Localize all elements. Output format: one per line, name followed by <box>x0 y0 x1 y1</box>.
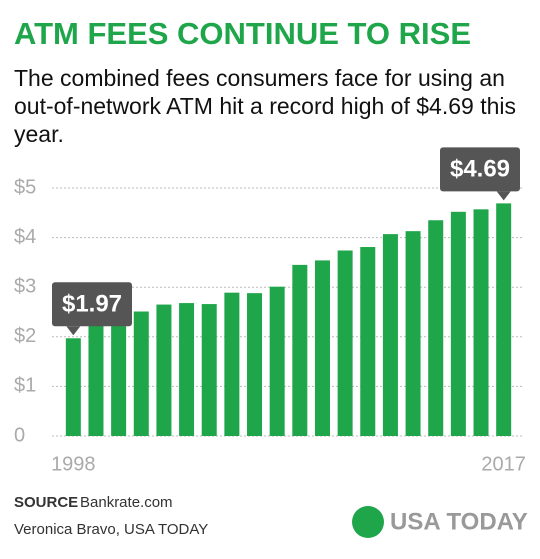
x-tick-label: 2017 <box>481 453 526 475</box>
bar <box>496 203 512 436</box>
bar <box>179 303 195 436</box>
bar <box>292 264 308 436</box>
source-label: SOURCE <box>14 494 78 511</box>
y-tick-label: $4 <box>14 226 36 248</box>
bar <box>65 338 81 436</box>
bar <box>247 293 263 436</box>
x-tick-label: 1998 <box>51 453 96 475</box>
bar <box>337 250 353 436</box>
credit: Veronica Bravo, USA TODAY <box>14 521 208 538</box>
bar <box>88 323 104 436</box>
callout-box <box>52 282 132 327</box>
bar <box>269 286 285 436</box>
bar <box>224 292 240 436</box>
bar <box>405 231 421 436</box>
subtitle: The combined fees consumers face for usi… <box>14 65 516 147</box>
bar <box>382 234 398 436</box>
y-tick-label: 0 <box>14 424 25 446</box>
callout-pointer <box>66 326 81 336</box>
bar <box>111 309 127 436</box>
y-tick-label: $5 <box>14 176 36 198</box>
bar <box>473 209 489 436</box>
chart-title: ATM FEES CONTINUE TO RISE <box>14 16 471 51</box>
callout-pointer <box>496 191 511 201</box>
bar <box>156 304 172 436</box>
y-tick-label: $1 <box>14 375 36 397</box>
data-label: $1.97 <box>62 291 122 318</box>
bar <box>314 260 330 436</box>
bar <box>133 311 149 436</box>
bar <box>201 304 217 436</box>
logo-circle <box>352 506 384 538</box>
callout-box <box>440 147 520 192</box>
source: Bankrate.com <box>80 494 173 511</box>
data-label: $4.69 <box>450 156 510 183</box>
logo: USA TODAY <box>390 508 528 535</box>
y-tick-label: $3 <box>14 275 36 297</box>
bar <box>428 220 444 436</box>
bar <box>450 211 466 436</box>
bar <box>360 247 376 436</box>
y-tick-label: $2 <box>14 325 36 347</box>
